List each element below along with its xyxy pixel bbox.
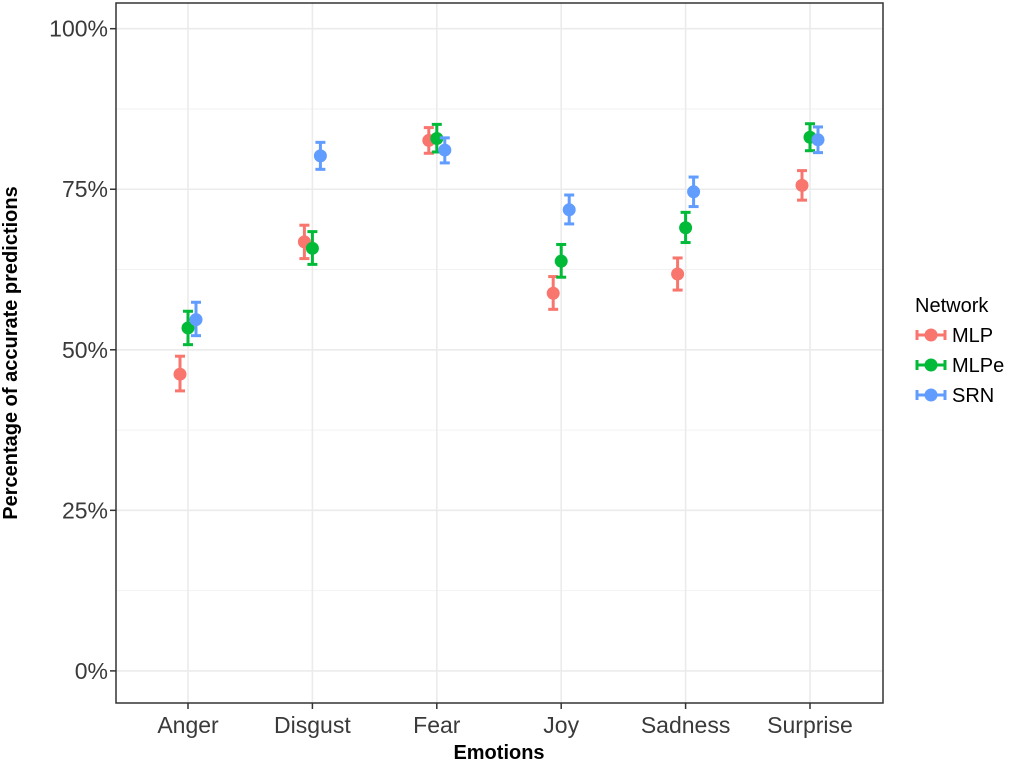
y-tick-label: 0% bbox=[75, 658, 108, 684]
data-point bbox=[438, 143, 452, 157]
series-srn bbox=[189, 125, 825, 338]
data-point bbox=[430, 132, 444, 146]
y-tick-label: 50% bbox=[62, 337, 108, 363]
x-tick-label: Joy bbox=[543, 712, 579, 738]
data-point bbox=[679, 221, 693, 235]
legend-item: SRN bbox=[915, 385, 994, 407]
legend-label: MLPe bbox=[952, 355, 1004, 377]
x-tick-label: Surprise bbox=[767, 712, 853, 738]
data-point bbox=[189, 313, 203, 327]
plot-border bbox=[115, 2, 884, 704]
axes: 0% 25% 50% 75% 100% Anger Disgust Fear Joy Sadnes… bbox=[49, 16, 853, 738]
x-tick-label: Fear bbox=[413, 712, 461, 738]
data-point bbox=[795, 178, 809, 192]
grid bbox=[116, 3, 883, 703]
legend-title: Network bbox=[915, 295, 989, 317]
data-point bbox=[173, 367, 187, 381]
data-point bbox=[313, 149, 327, 163]
y-tick-label: 75% bbox=[62, 176, 108, 202]
x-axis-title: Emotions bbox=[453, 742, 544, 763]
y-axis-title: Percentage of accurate predictions bbox=[0, 186, 22, 519]
legend-item: MLPe bbox=[915, 355, 1004, 377]
x-tick-label: Anger bbox=[157, 712, 219, 738]
data-point bbox=[687, 185, 701, 199]
data-point bbox=[811, 133, 825, 147]
legend-items: MLP MLPe SRN bbox=[915, 325, 1004, 407]
y-tick-label: 25% bbox=[62, 497, 108, 523]
legend-item: MLP bbox=[915, 325, 993, 347]
data-point bbox=[546, 286, 560, 300]
data-point bbox=[554, 254, 568, 268]
data-point bbox=[181, 321, 195, 335]
legend-label: MLP bbox=[952, 325, 993, 347]
legend: Network MLP MLPe SRN bbox=[915, 295, 1004, 407]
x-tick-label: Disgust bbox=[274, 712, 351, 738]
legend-key-point bbox=[924, 328, 938, 342]
legend-label: SRN bbox=[952, 385, 994, 407]
data-points bbox=[173, 122, 825, 393]
data-point bbox=[305, 241, 319, 255]
legend-key-point bbox=[924, 358, 938, 372]
y-tick-label: 100% bbox=[49, 16, 108, 42]
x-tick-label: Sadness bbox=[641, 712, 731, 738]
data-point bbox=[562, 203, 576, 217]
data-point bbox=[671, 267, 685, 281]
legend-key-point bbox=[924, 388, 938, 402]
series-mlp bbox=[173, 126, 809, 393]
series-mlpe bbox=[181, 122, 817, 347]
